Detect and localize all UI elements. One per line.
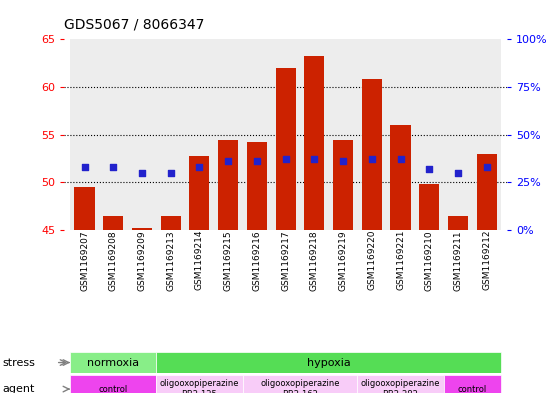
Bar: [70, 375, 156, 393]
Bar: [300, 39, 329, 230]
Text: GSM1169210: GSM1169210: [424, 230, 434, 290]
Bar: [132, 228, 152, 230]
Text: agent: agent: [3, 384, 35, 393]
Bar: [362, 79, 382, 230]
Text: stress: stress: [3, 358, 36, 367]
Text: GSM1169221: GSM1169221: [396, 230, 405, 290]
Bar: [271, 39, 300, 230]
Point: [454, 169, 463, 176]
Text: oligooxopiperazine
BB2-282: oligooxopiperazine BB2-282: [361, 379, 440, 393]
Text: GSM1169213: GSM1169213: [166, 230, 175, 290]
Point: [109, 164, 118, 170]
Bar: [390, 125, 410, 230]
Text: GSM1169220: GSM1169220: [367, 230, 376, 290]
Text: GSM1169215: GSM1169215: [223, 230, 232, 290]
Bar: [156, 352, 501, 373]
Text: oligooxopiperazine
BB2-125: oligooxopiperazine BB2-125: [160, 379, 239, 393]
Text: GSM1169208: GSM1169208: [109, 230, 118, 290]
Text: control: control: [458, 385, 487, 393]
Bar: [472, 39, 501, 230]
Point: [195, 164, 204, 170]
Bar: [242, 39, 271, 230]
Text: GSM1169217: GSM1169217: [281, 230, 290, 290]
Text: GDS5067 / 8066347: GDS5067 / 8066347: [64, 17, 205, 31]
Bar: [185, 39, 214, 230]
Bar: [74, 187, 95, 230]
Point: [253, 158, 262, 164]
Bar: [161, 216, 181, 230]
Bar: [386, 39, 415, 230]
Bar: [419, 184, 439, 230]
Bar: [214, 39, 242, 230]
Bar: [444, 375, 501, 393]
Point: [396, 156, 405, 163]
Text: GSM1169214: GSM1169214: [195, 230, 204, 290]
Point: [310, 156, 319, 163]
Text: normoxia: normoxia: [87, 358, 139, 367]
Bar: [242, 375, 357, 393]
Bar: [247, 142, 267, 230]
Bar: [128, 39, 156, 230]
Point: [339, 158, 348, 164]
Point: [166, 169, 175, 176]
Text: GSM1169209: GSM1169209: [137, 230, 147, 290]
Bar: [415, 39, 444, 230]
Text: GSM1169211: GSM1169211: [454, 230, 463, 290]
Bar: [477, 154, 497, 230]
Bar: [304, 57, 324, 230]
Bar: [99, 39, 128, 230]
Text: GSM1169207: GSM1169207: [80, 230, 89, 290]
Bar: [276, 68, 296, 230]
Bar: [189, 156, 209, 230]
Point: [281, 156, 290, 163]
Bar: [329, 39, 357, 230]
Point: [223, 158, 232, 164]
Point: [367, 156, 376, 163]
Bar: [103, 216, 123, 230]
Bar: [156, 375, 242, 393]
Point: [424, 166, 433, 172]
Text: oligooxopiperazine
BB2-162: oligooxopiperazine BB2-162: [260, 379, 340, 393]
Text: GSM1169219: GSM1169219: [339, 230, 348, 290]
Point: [80, 164, 89, 170]
Text: GSM1169212: GSM1169212: [482, 230, 491, 290]
Point: [482, 164, 491, 170]
Bar: [357, 375, 444, 393]
Bar: [333, 140, 353, 230]
Bar: [70, 39, 99, 230]
Bar: [444, 39, 472, 230]
Bar: [70, 352, 156, 373]
Bar: [448, 216, 468, 230]
Text: GSM1169216: GSM1169216: [253, 230, 262, 290]
Bar: [156, 39, 185, 230]
Text: GSM1169218: GSM1169218: [310, 230, 319, 290]
Text: control: control: [99, 385, 128, 393]
Text: hypoxia: hypoxia: [307, 358, 351, 367]
Point: [138, 169, 147, 176]
Bar: [218, 140, 238, 230]
Bar: [357, 39, 386, 230]
